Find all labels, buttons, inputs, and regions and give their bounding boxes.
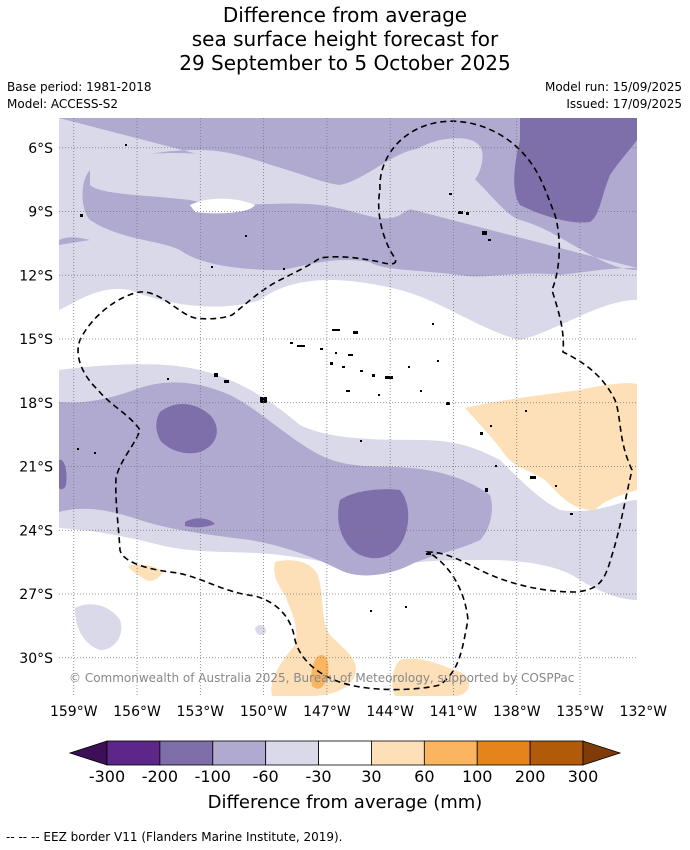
colorbar-tick-label: 100 [461, 767, 493, 786]
lat-tick-label: 27°S [19, 587, 53, 603]
colorbar-tick-label: 30 [361, 767, 382, 786]
lon-tick-label: 144°W [366, 704, 414, 720]
colorbar-tick-label: 60 [414, 767, 435, 786]
lon-tick-label: 132°W [620, 704, 668, 720]
colorbar-tick-label: -60 [252, 767, 279, 786]
lon-tick-label: 150°W [240, 704, 288, 720]
title-line-3: 29 September to 5 October 2025 [179, 51, 511, 75]
title-line-2: sea surface height forecast for [191, 27, 499, 51]
footnote-eez: -- -- -- EEZ border V11 (Flanders Marine… [6, 830, 343, 844]
base-period: Base period: 1981-2018 [7, 80, 152, 94]
colorbar-tick-label: 300 [567, 767, 599, 786]
anomaly-white-patch-north [190, 198, 255, 214]
colorbar-swatch [529, 740, 584, 766]
colorbar-tick-label: -300 [88, 767, 126, 786]
anomaly-contour-orange-south [271, 560, 356, 696]
model-name: Model: ACCESS-S2 [7, 97, 119, 111]
anomaly-contour-dark-ne [514, 118, 637, 223]
anomaly-contour-dark-blob-centre [338, 489, 409, 559]
title-line-1: Difference from average [222, 3, 468, 27]
colorbar-swatch [265, 740, 319, 766]
issued-date: Issued: 17/09/2025 [566, 97, 682, 111]
colorbar-extend-high [582, 740, 622, 766]
colorbar-tick-label: 200 [514, 767, 546, 786]
colorbar-tick-label: -100 [194, 767, 231, 786]
anomaly-contour-light-speck [255, 625, 266, 636]
lat-tick-label: 9°S [28, 205, 53, 221]
colorbar-swatch [476, 740, 531, 766]
lon-tick-label: 135°W [556, 704, 604, 720]
colorbar-swatch [106, 740, 161, 766]
colorbar-swatch [159, 740, 214, 766]
colorbar-title: Difference from average (mm) [207, 792, 483, 813]
lat-tick-label: 12°S [19, 268, 53, 284]
colorbar-tick-label: -200 [141, 767, 179, 786]
colorbar-tick-label: -30 [305, 767, 332, 786]
anomaly-contour-light-sw [75, 604, 122, 650]
colorbar-swatch [371, 740, 425, 766]
lon-tick-label: 156°W [113, 704, 161, 720]
anomaly-contour-orange-east [465, 383, 637, 510]
lat-tick-label: 30°S [19, 651, 53, 667]
model-run: Model run: 15/09/2025 [544, 80, 682, 94]
lon-tick-label: 141°W [430, 704, 478, 720]
colorbar-swatch [318, 740, 372, 766]
chart-title: Difference from average sea surface heig… [0, 3, 690, 75]
anomaly-contour-dark-sliver [185, 518, 215, 528]
copyright-notice: © Commonwealth of Australia 2025, Bureau… [69, 671, 574, 685]
map-field [59, 118, 637, 696]
lat-tick-label: 24°S [19, 523, 53, 539]
eez-border [77, 120, 633, 691]
anomaly-contour-light-inner-north [90, 138, 483, 219]
lat-tick-label: 21°S [19, 460, 53, 476]
lon-tick-label: 159°W [50, 704, 98, 720]
colorbar-extend-low [68, 740, 108, 766]
anomaly-contour-dark-west-edge [59, 459, 67, 490]
colorbar-swatch [423, 740, 478, 766]
gridlines [59, 118, 637, 696]
axis-labels: 6°S 9°S 12°S 15°S 18°S 21°S 24°S 27°S 30°S 159°W 1… [19, 141, 667, 720]
meta-left: Base period: 1981-2018 Model: ACCESS-S2 [7, 79, 152, 113]
lat-tick-label: 6°S [28, 141, 53, 157]
anomaly-contour-orange-se [392, 658, 470, 696]
lon-tick-label: 153°W [177, 704, 225, 720]
colorbar [68, 740, 622, 766]
meta-right: Model run: 15/09/2025 Issued: 17/09/2025 [545, 79, 682, 113]
anomaly-contour-dark-blob-west [156, 404, 217, 454]
lat-tick-label: 18°S [19, 396, 53, 412]
lon-tick-label: 138°W [493, 704, 541, 720]
lon-tick-label: 147°W [303, 704, 351, 720]
lat-tick-label: 15°S [19, 332, 53, 348]
colorbar-swatch [212, 740, 267, 766]
